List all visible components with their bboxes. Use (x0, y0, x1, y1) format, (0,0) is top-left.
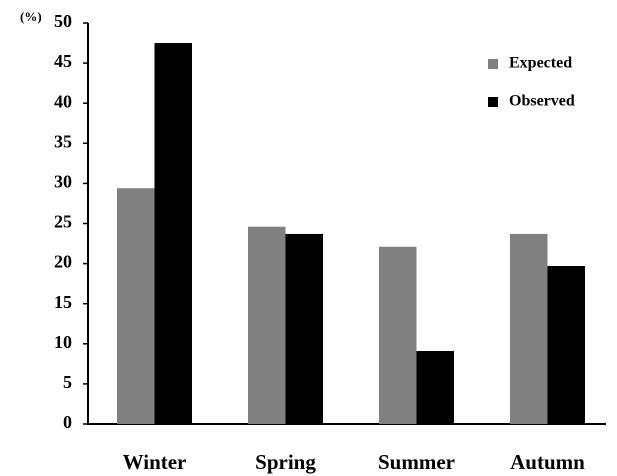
x-tick-label: Spring (255, 450, 316, 474)
x-tick-label: Winter (123, 450, 187, 474)
bar (154, 43, 192, 425)
y-tick-label: 0 (63, 412, 72, 432)
x-tick-label: Autumn (510, 450, 585, 474)
y-axis-label: (%) (20, 9, 42, 24)
y-tick-label: 45 (54, 51, 72, 71)
legend-label: Expected (509, 55, 572, 72)
y-tick-label: 5 (63, 372, 72, 392)
y-tick-label: 20 (54, 252, 72, 272)
bar (379, 246, 417, 424)
y-tick-label: 10 (54, 332, 72, 352)
y-tick-label: 25 (54, 212, 72, 232)
y-tick-label: 50 (54, 11, 72, 31)
bar (117, 188, 155, 424)
y-tick-label: 15 (54, 292, 72, 312)
y-tick-label: 40 (54, 91, 72, 111)
bar (416, 351, 454, 424)
legend-label: Observed (509, 93, 575, 110)
legend-swatch (488, 59, 498, 69)
bar (285, 233, 323, 424)
y-tick-label: 30 (54, 172, 72, 192)
x-tick-label: Summer (378, 450, 455, 474)
y-tick-label: 35 (54, 131, 72, 151)
bar (547, 266, 585, 424)
bar (248, 226, 286, 424)
bar (510, 233, 548, 424)
legend-swatch (488, 97, 498, 107)
